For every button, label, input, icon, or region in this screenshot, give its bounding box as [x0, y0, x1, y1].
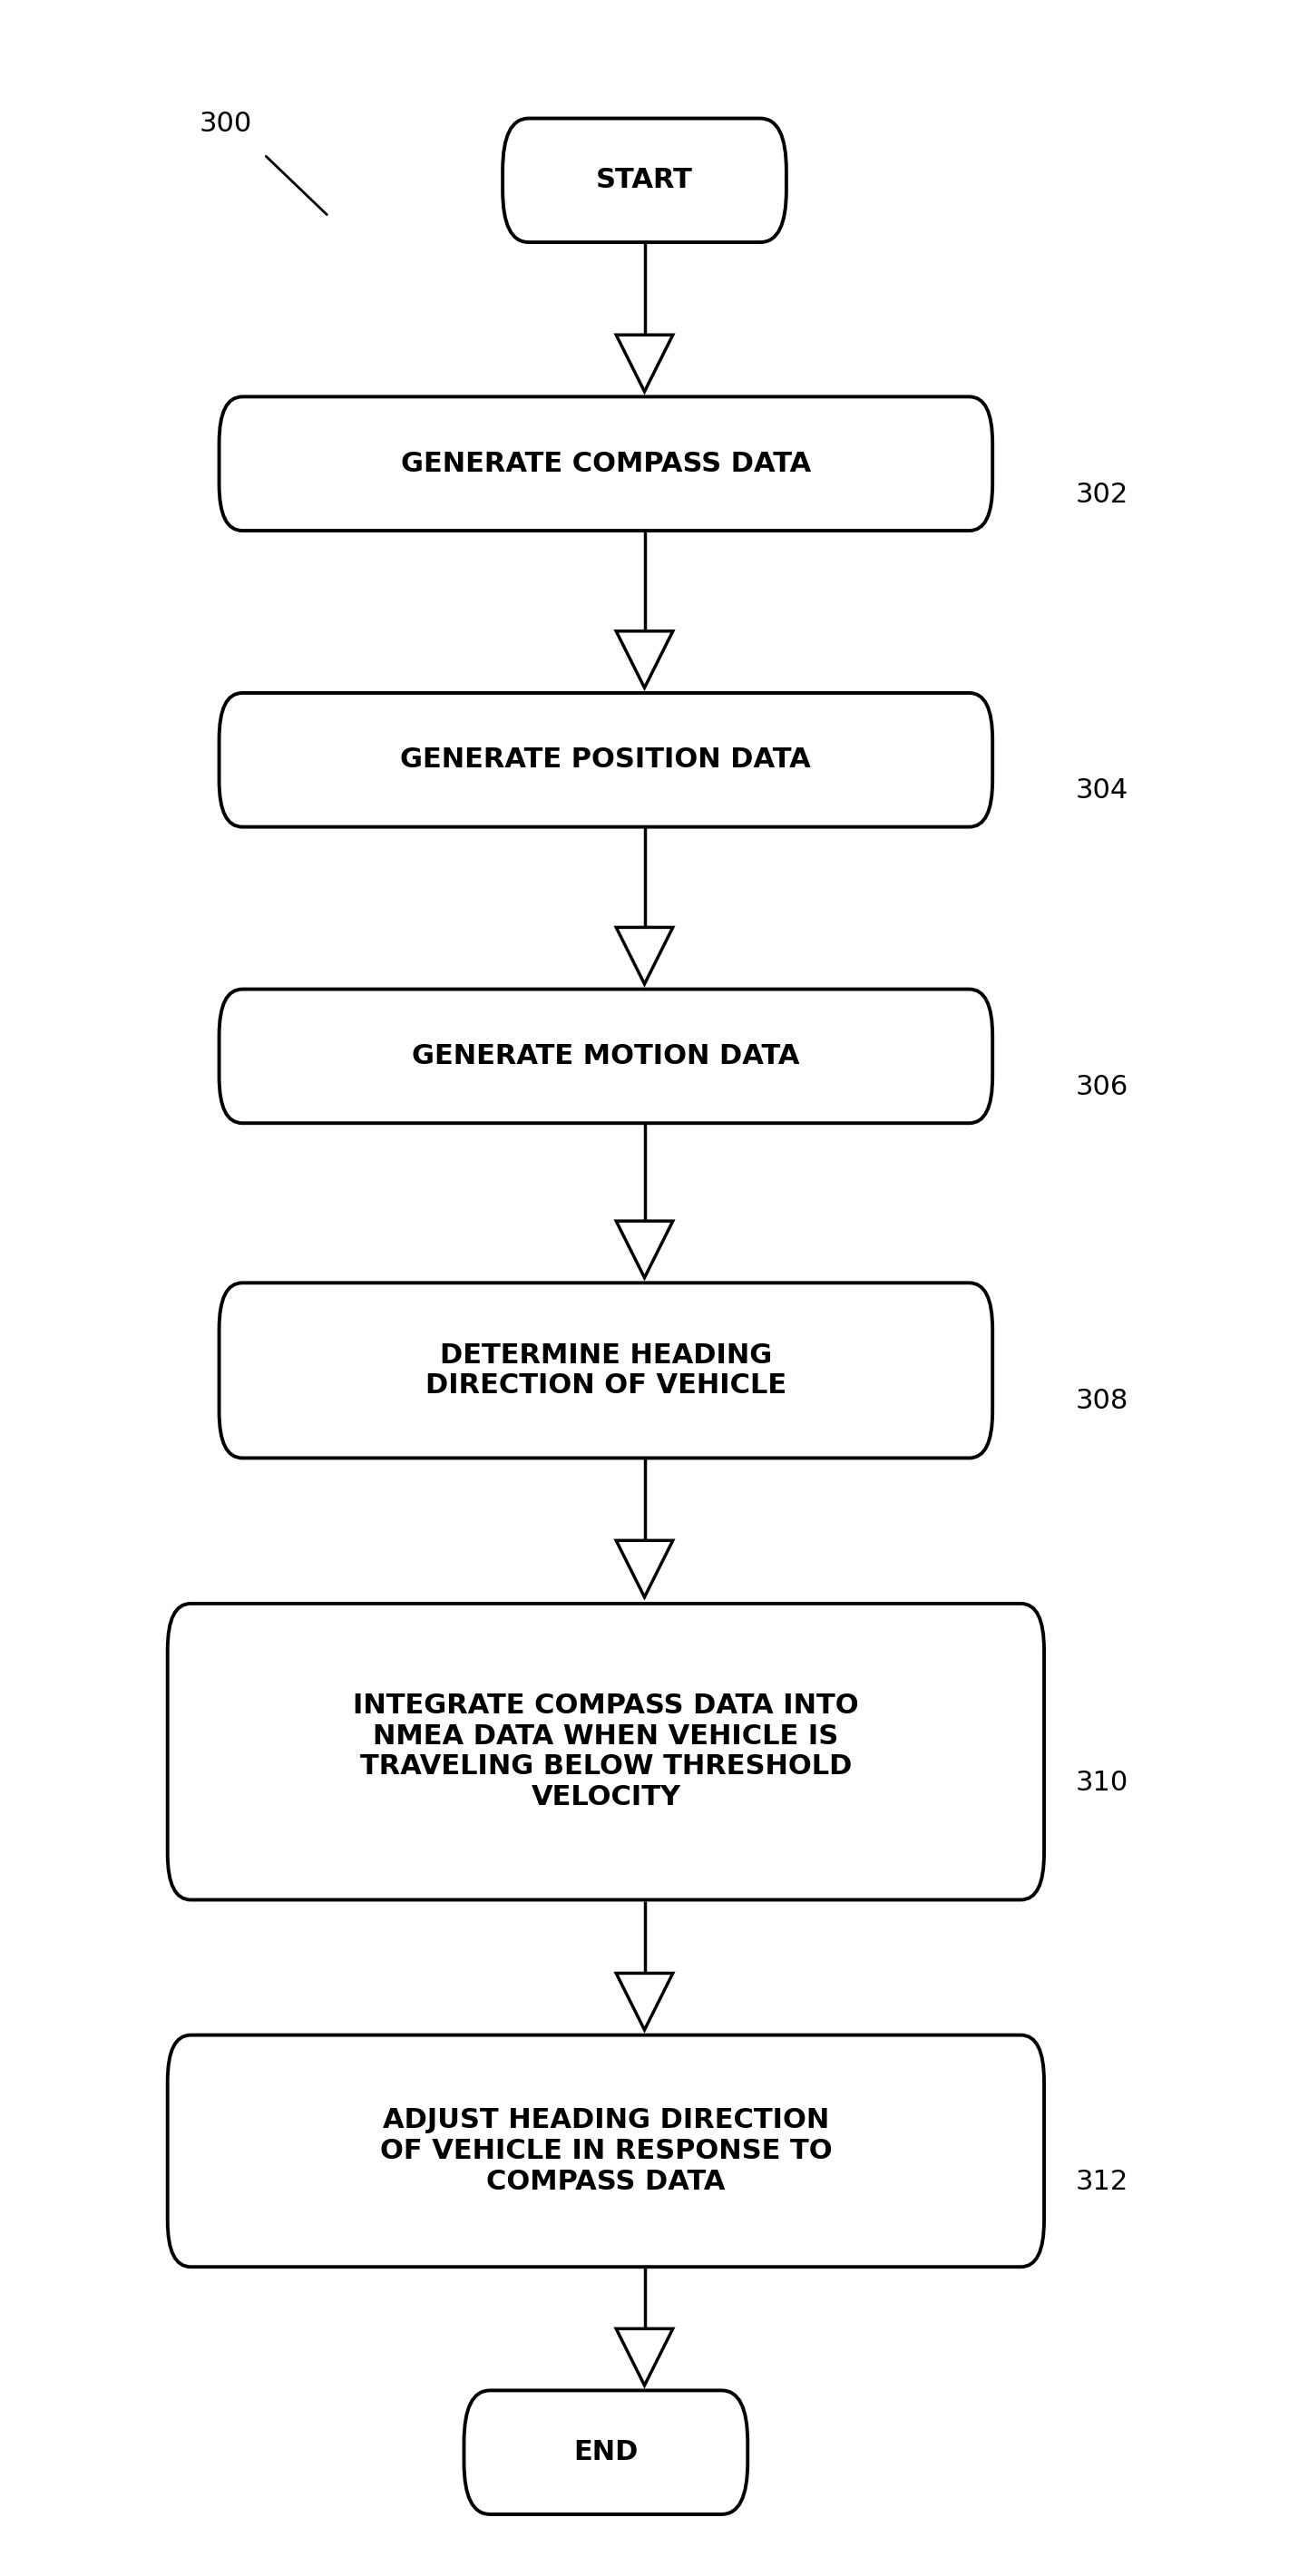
- Text: 302: 302: [1076, 482, 1128, 507]
- Text: 304: 304: [1076, 778, 1128, 804]
- FancyBboxPatch shape: [219, 1283, 993, 1458]
- Text: GENERATE MOTION DATA: GENERATE MOTION DATA: [412, 1043, 799, 1069]
- FancyBboxPatch shape: [464, 2391, 748, 2514]
- Text: END: END: [574, 2439, 638, 2465]
- FancyBboxPatch shape: [219, 989, 993, 1123]
- Text: GENERATE POSITION DATA: GENERATE POSITION DATA: [401, 747, 811, 773]
- Text: 308: 308: [1075, 1388, 1129, 1414]
- Text: 300: 300: [200, 111, 251, 137]
- Text: 310: 310: [1076, 1770, 1128, 1795]
- FancyBboxPatch shape: [219, 693, 993, 827]
- Text: INTEGRATE COMPASS DATA INTO
NMEA DATA WHEN VEHICLE IS
TRAVELING BELOW THRESHOLD
: INTEGRATE COMPASS DATA INTO NMEA DATA WH…: [353, 1692, 858, 1811]
- FancyBboxPatch shape: [503, 118, 786, 242]
- FancyBboxPatch shape: [168, 2035, 1044, 2267]
- FancyBboxPatch shape: [219, 397, 993, 531]
- Text: GENERATE COMPASS DATA: GENERATE COMPASS DATA: [401, 451, 811, 477]
- Text: ADJUST HEADING DIRECTION
OF VEHICLE IN RESPONSE TO
COMPASS DATA: ADJUST HEADING DIRECTION OF VEHICLE IN R…: [380, 2107, 831, 2195]
- Text: 306: 306: [1076, 1074, 1128, 1100]
- FancyBboxPatch shape: [168, 1602, 1044, 1901]
- Text: DETERMINE HEADING
DIRECTION OF VEHICLE: DETERMINE HEADING DIRECTION OF VEHICLE: [425, 1342, 786, 1399]
- Text: 312: 312: [1076, 2169, 1128, 2195]
- Text: START: START: [596, 167, 693, 193]
